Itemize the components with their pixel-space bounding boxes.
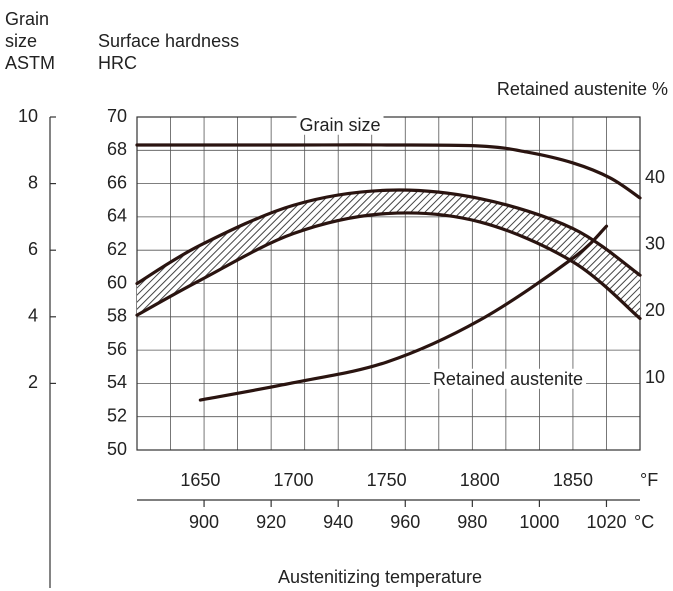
y-label: Surface hardness bbox=[98, 31, 239, 51]
y-tick-label: 50 bbox=[107, 439, 127, 459]
annotation: Retained austenite bbox=[433, 369, 583, 389]
annotation-bg bbox=[296, 114, 384, 135]
x-tick-label: 1700 bbox=[273, 470, 313, 490]
x2-tick-label: 900 bbox=[189, 512, 219, 532]
y2-tick-label: 20 bbox=[645, 300, 665, 320]
y2-tick-label: 30 bbox=[645, 234, 665, 254]
curve bbox=[135, 211, 642, 321]
y-tick-label: 56 bbox=[107, 339, 127, 359]
y-tick-label: 66 bbox=[107, 172, 127, 192]
y-tick-label: 52 bbox=[107, 405, 127, 425]
y-tick-label: 58 bbox=[107, 306, 127, 326]
grain-tick-label: 8 bbox=[28, 172, 38, 192]
y-label: HRC bbox=[98, 53, 137, 73]
chart-title: Austenitizing temperature bbox=[278, 567, 482, 587]
x2-tick-label: 980 bbox=[457, 512, 487, 532]
y-tick-label: 60 bbox=[107, 272, 127, 292]
curve bbox=[135, 188, 642, 286]
x2-tick-label: 1020 bbox=[586, 512, 626, 532]
grain-label: ASTM bbox=[5, 53, 55, 73]
x-tick-label: 1800 bbox=[460, 470, 500, 490]
x2-label: °C bbox=[634, 512, 654, 532]
y-tick-label: 64 bbox=[107, 206, 127, 226]
x-tick-label: 1850 bbox=[553, 470, 593, 490]
x-tick-label: 1650 bbox=[180, 470, 220, 490]
annotation-bg bbox=[429, 368, 587, 389]
grain-tick-label: 10 bbox=[18, 106, 38, 126]
x2-tick-label: 920 bbox=[256, 512, 286, 532]
y2-label: Retained austenite % bbox=[497, 79, 668, 99]
x2-tick-label: 940 bbox=[323, 512, 353, 532]
grain-tick-label: 6 bbox=[28, 239, 38, 259]
y2-tick-label: 10 bbox=[645, 367, 665, 387]
x-tick-label: 1750 bbox=[367, 470, 407, 490]
y-tick-label: 54 bbox=[107, 372, 127, 392]
grain-label: size bbox=[5, 31, 37, 51]
y-tick-label: 68 bbox=[107, 139, 127, 159]
y2-tick-label: 40 bbox=[645, 167, 665, 187]
x2-tick-label: 1000 bbox=[519, 512, 559, 532]
y-tick-label: 70 bbox=[107, 106, 127, 126]
grain-tick-label: 2 bbox=[28, 372, 38, 392]
y-tick-label: 62 bbox=[107, 239, 127, 259]
x-label: °F bbox=[640, 470, 658, 490]
hatched-band bbox=[137, 190, 640, 319]
curve bbox=[135, 143, 642, 200]
annotation: Grain size bbox=[299, 115, 380, 135]
grain-label: Grain bbox=[5, 9, 49, 29]
grain-tick-label: 4 bbox=[28, 306, 38, 326]
x2-tick-label: 960 bbox=[390, 512, 420, 532]
curve bbox=[198, 224, 609, 402]
